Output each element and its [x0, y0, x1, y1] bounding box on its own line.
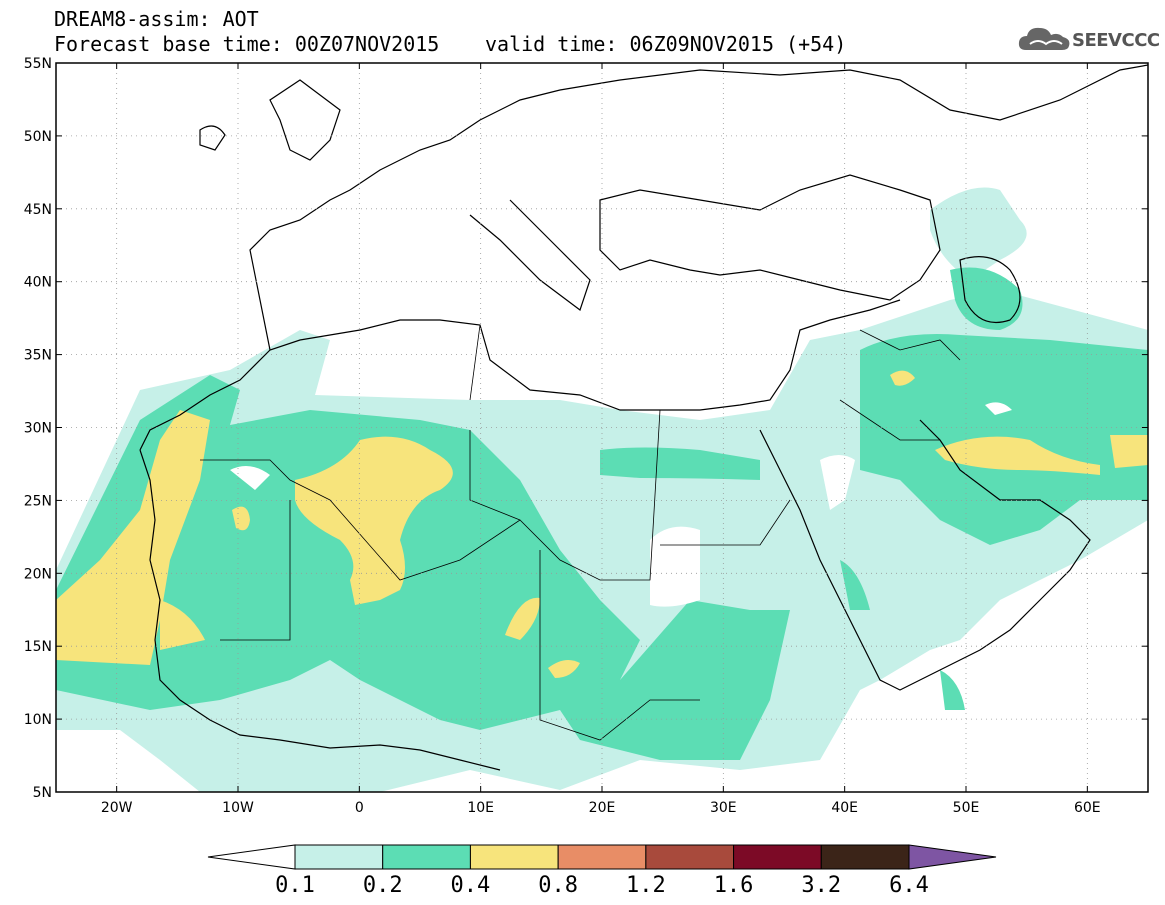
colorbar-label: 0.2	[363, 873, 403, 898]
lat-tick-label: 40N	[24, 275, 52, 291]
country-borders	[200, 324, 961, 741]
colorbar-label: 1.6	[714, 873, 754, 898]
gridlines	[56, 63, 1148, 792]
colorbar-label: 3.2	[801, 873, 841, 898]
lat-tick-label: 25N	[24, 493, 52, 509]
logo-text: SEEVCCC	[1072, 30, 1160, 51]
lat-tick-label: 35N	[24, 348, 52, 364]
map-title: DREAM8-assim: AOT	[54, 7, 259, 31]
lat-tick-label: 30N	[24, 421, 52, 437]
seevccc-logo: SEEVCCC	[1018, 24, 1160, 54]
valid-time: valid time: 06Z09NOV2015 (+54)	[485, 32, 847, 56]
aot-below-0.1	[230, 402, 1012, 607]
lat-tick-label: 10N	[24, 712, 52, 728]
forecast-base-time: Forecast base time: 00Z07NOV2015	[54, 32, 440, 56]
lat-tick-label: 50N	[24, 129, 52, 145]
lon-tick-label: 30E	[710, 800, 737, 816]
lat-tick-label: 15N	[24, 639, 52, 655]
colorbar-label: 6.4	[889, 873, 929, 898]
colorbar-box	[733, 844, 822, 870]
axis-ticks: 55N 50N 45N 40N 35N 30N 25N 20N 15N 10N 5N 20W 10W 0 1…	[24, 56, 1148, 816]
colorbar-box	[469, 844, 559, 870]
lat-tick-label: 45N	[24, 202, 52, 218]
lon-tick-label: 10W	[222, 800, 254, 816]
map-plot-area	[56, 63, 1148, 792]
colorbar-box	[294, 844, 384, 870]
lon-tick-label: 10E	[467, 800, 494, 816]
lon-tick-label: 20E	[589, 800, 616, 816]
lat-tick-label: 5N	[33, 785, 52, 801]
aot-contour-0.4	[56, 370, 1148, 678]
colorbar-label: 0.4	[451, 873, 491, 898]
lon-tick-label: 60E	[1074, 800, 1101, 816]
lon-tick-label: 20W	[101, 800, 133, 816]
colorbar-box	[382, 844, 471, 870]
colorbar-label: 0.1	[275, 873, 315, 898]
colorbar-under-triangle	[207, 844, 296, 870]
colorbar: 0.1 0.2 0.4 0.8 1.2 1.6 3.2 6.4	[207, 844, 997, 898]
lon-tick-label: 40E	[831, 800, 858, 816]
lat-tick-label: 20N	[24, 566, 52, 582]
cloud-icon	[1018, 27, 1070, 50]
colorbar-box	[557, 844, 647, 870]
lat-tick-label: 55N	[24, 56, 52, 72]
colorbar-label: 0.8	[538, 873, 578, 898]
colorbar-label: 1.2	[626, 873, 666, 898]
colorbar-box	[645, 844, 735, 870]
lon-tick-label: 50E	[953, 800, 980, 816]
colorbar-box	[820, 844, 910, 870]
lon-tick-label: 0	[355, 800, 364, 816]
colorbar-over-triangle	[908, 844, 997, 870]
